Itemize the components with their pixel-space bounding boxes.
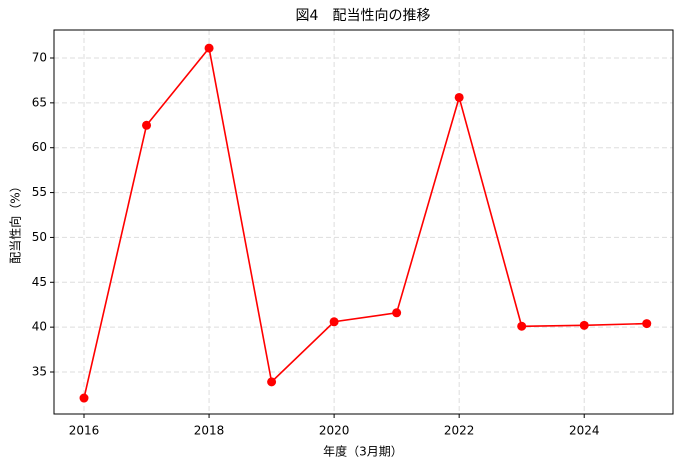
point bbox=[392, 308, 402, 318]
point bbox=[204, 43, 214, 53]
y-tick-label: 40 bbox=[32, 320, 47, 334]
x-tick-label: 2022 bbox=[444, 424, 475, 438]
y-tick-label: 55 bbox=[32, 185, 47, 199]
point bbox=[517, 321, 527, 331]
point bbox=[79, 393, 89, 403]
y-tick-label: 35 bbox=[32, 365, 47, 379]
y-tick-label: 60 bbox=[32, 140, 47, 154]
point bbox=[329, 317, 339, 327]
point bbox=[579, 320, 589, 330]
y-axis-label: 配当性向（%） bbox=[8, 180, 23, 263]
chart-title: 図4 配当性向の推移 bbox=[296, 8, 431, 24]
x-axis-label: 年度（3月期） bbox=[323, 444, 403, 459]
line bbox=[83, 46, 647, 399]
point bbox=[642, 319, 652, 329]
point bbox=[267, 377, 277, 387]
x-tick-label: 2016 bbox=[69, 424, 100, 438]
y-tick-label: 45 bbox=[32, 275, 47, 289]
y-tick-label: 50 bbox=[32, 230, 47, 244]
x-tick-label: 2018 bbox=[194, 424, 225, 438]
point bbox=[142, 120, 152, 130]
x-tick-label: 2020 bbox=[319, 424, 350, 438]
x-tick-label: 2024 bbox=[569, 424, 600, 438]
y-tick-label: 70 bbox=[32, 50, 47, 64]
y-tick-label: 65 bbox=[32, 95, 47, 109]
plot-frame bbox=[53, 29, 674, 415]
point bbox=[454, 92, 464, 102]
